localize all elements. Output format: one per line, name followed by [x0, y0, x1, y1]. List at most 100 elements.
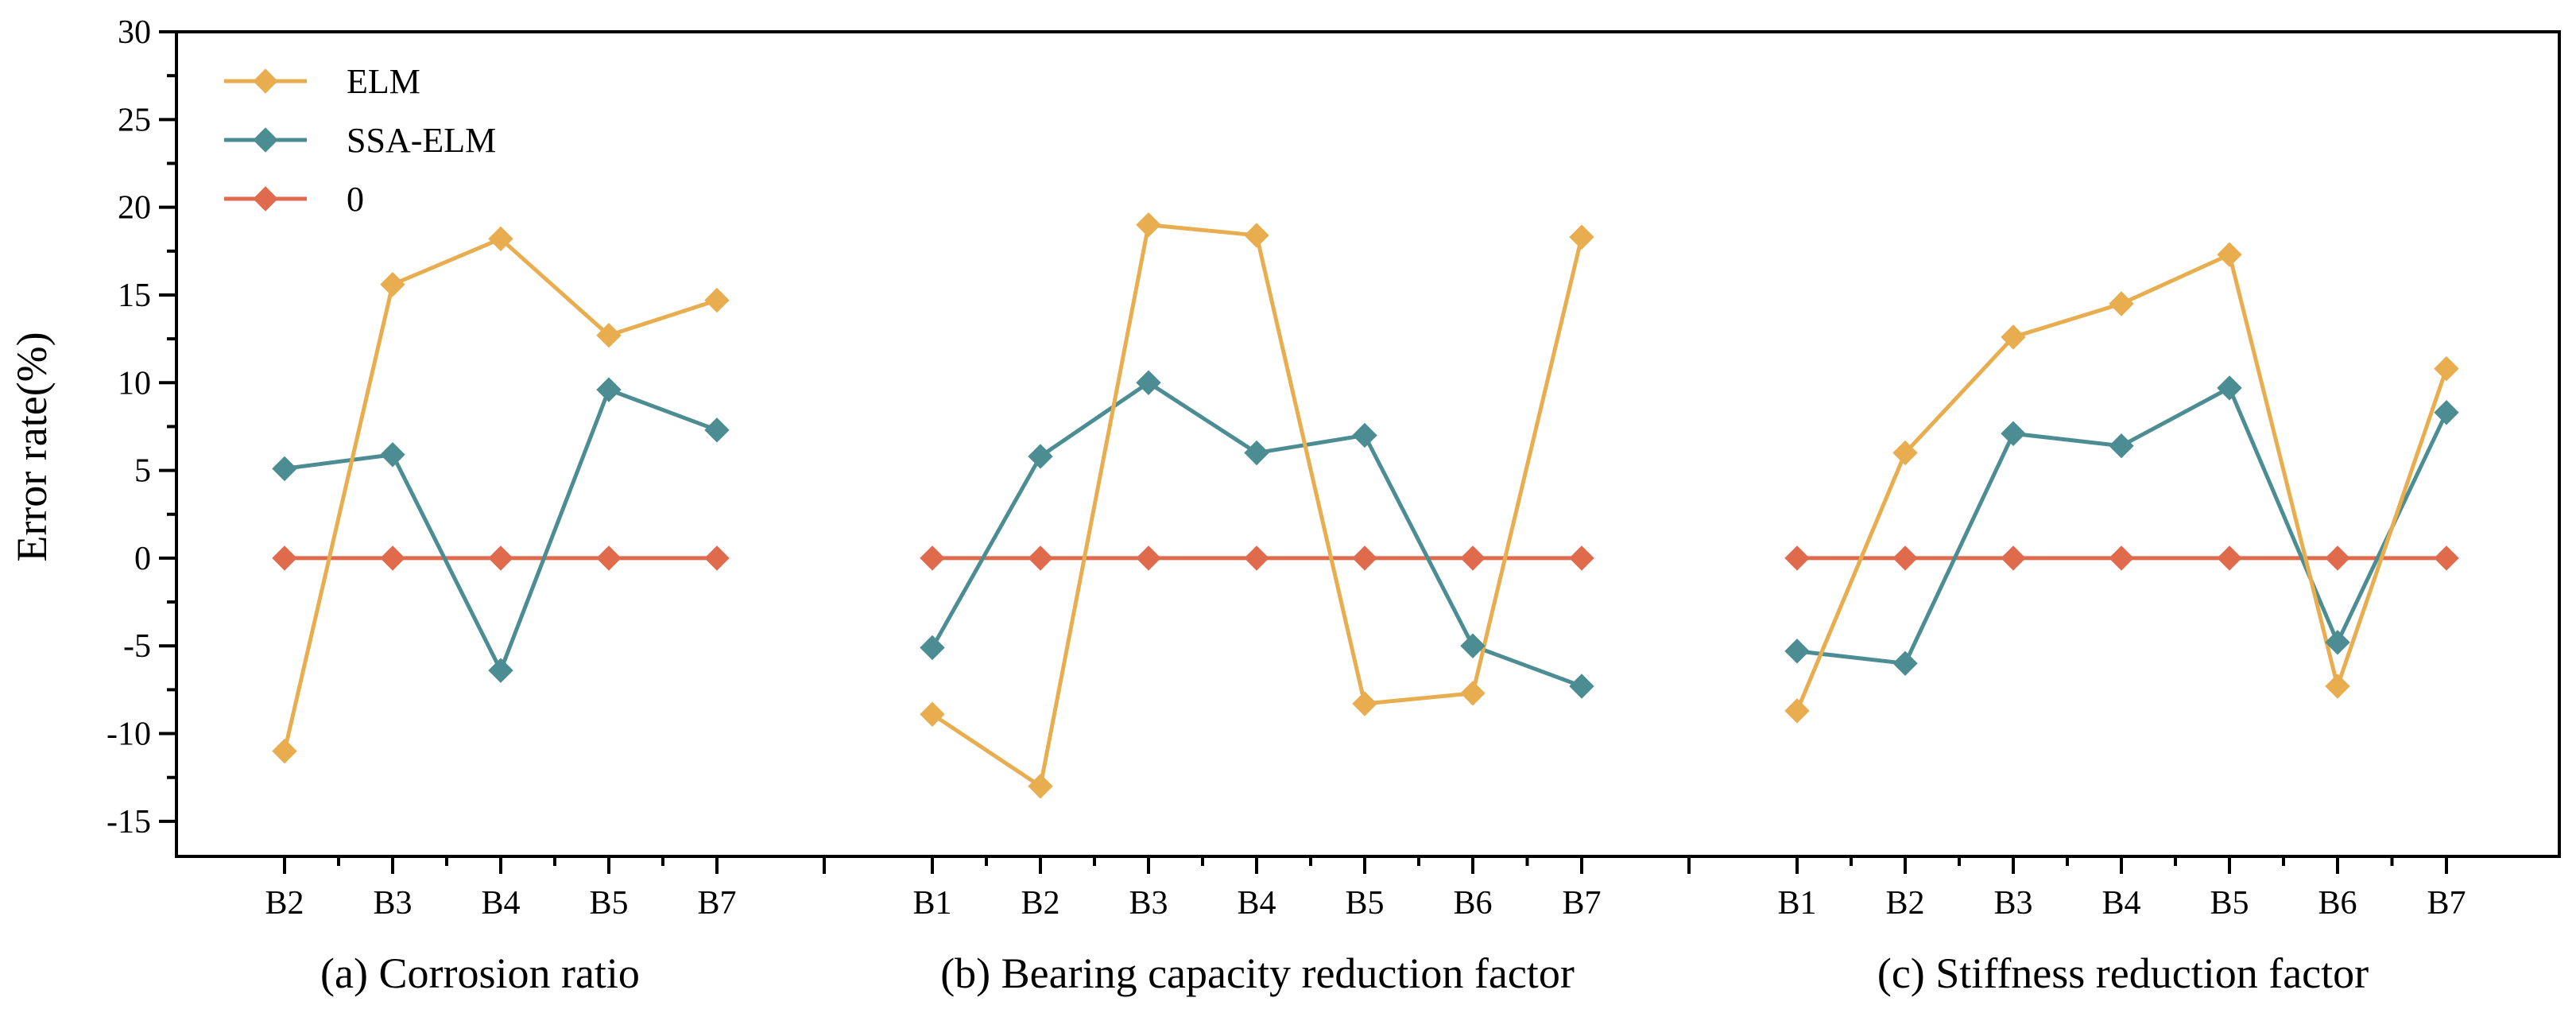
point-ssa-elm-b2 — [1028, 444, 1053, 469]
x-tick-label: B5 — [1345, 885, 1384, 922]
x-tick-label: B7 — [697, 885, 736, 922]
point-zero-b6 — [1460, 545, 1486, 571]
point-elm-b1 — [1784, 698, 1810, 724]
point-zero-b2 — [272, 545, 297, 571]
x-tick-label: B7 — [1562, 885, 1601, 922]
point-elm-b4 — [1244, 223, 1269, 248]
point-ssa-elm-b5 — [2217, 375, 2242, 401]
point-zero-b4 — [1244, 545, 1269, 571]
x-tick-label: B2 — [1885, 885, 1924, 922]
legend-marker-ssa-elm — [253, 127, 278, 153]
point-elm-b4 — [2109, 291, 2134, 316]
y-tick-label: 25 — [118, 102, 151, 138]
y-tick-label: -15 — [107, 804, 151, 840]
point-zero-b5 — [2217, 545, 2242, 571]
point-ssa-elm-b3 — [2001, 421, 2026, 446]
point-ssa-elm-b2 — [272, 456, 297, 482]
x-tick-label: B6 — [2318, 885, 2357, 922]
x-tick-label: B5 — [2210, 885, 2249, 922]
point-ssa-elm-b7 — [704, 417, 730, 443]
point-zero-b5 — [596, 545, 622, 571]
x-tick-label: B4 — [481, 885, 520, 922]
point-elm-b5 — [596, 322, 622, 348]
point-ssa-elm-b3 — [380, 442, 405, 468]
point-zero-b3 — [2001, 545, 2026, 571]
x-tick-label: B3 — [373, 885, 412, 922]
point-elm-b2 — [1028, 774, 1053, 799]
point-zero-b2 — [1028, 545, 1053, 571]
group-label-b: (b) Bearing capacity reduction factor — [940, 949, 1575, 997]
y-tick-label: 0 — [134, 541, 151, 577]
point-ssa-elm-b7 — [2434, 400, 2459, 425]
x-tick-label: B6 — [1453, 885, 1492, 922]
legend-marker-zero — [253, 186, 278, 212]
point-zero-b5 — [1352, 545, 1377, 571]
point-zero-b6 — [2325, 545, 2350, 571]
point-ssa-elm-b2 — [1892, 650, 1918, 677]
point-zero-b1 — [1784, 545, 1810, 571]
legend-label-ssa-elm: SSA-ELM — [347, 121, 496, 160]
point-zero-b7 — [704, 545, 730, 571]
x-tick-label: B5 — [589, 885, 628, 922]
point-zero-b4 — [2109, 545, 2134, 571]
point-zero-b3 — [1136, 545, 1161, 571]
point-elm-b6 — [2325, 674, 2350, 699]
point-zero-b4 — [488, 545, 513, 571]
legend: ELM SSA-ELM 0 — [224, 62, 496, 219]
x-tick-label: B3 — [1993, 885, 2032, 922]
point-elm-b6 — [1460, 681, 1486, 706]
series-line-ssa-elm-group-a — [284, 387, 718, 673]
y-tick-label: 20 — [118, 190, 151, 227]
plot-markers — [272, 212, 2459, 799]
point-zero-b2 — [1892, 545, 1918, 571]
point-ssa-elm-b4 — [488, 658, 513, 683]
y-tick-label: 15 — [118, 278, 151, 314]
point-ssa-elm-b6 — [2325, 630, 2350, 655]
y-tick-label: -5 — [123, 628, 151, 665]
point-elm-b3 — [1136, 212, 1161, 238]
axes: -15 -10 -5 0 5 10 15 20 25 30 B2 B3 B4 B5 B7 (a) Corros… — [107, 14, 2561, 997]
group-label-c: (c) Stiffness reduction factor — [1877, 949, 2369, 997]
y-tick-label: 10 — [118, 365, 151, 402]
point-elm-b7 — [1569, 224, 1594, 250]
y-tick-label: 30 — [118, 14, 151, 51]
plot-frame — [175, 30, 2561, 858]
point-elm-b5 — [2217, 242, 2242, 267]
point-elm-b3 — [2001, 324, 2026, 350]
point-ssa-elm-b1 — [1784, 639, 1810, 664]
legend-marker-elm — [253, 68, 278, 94]
x-tick-label: B3 — [1129, 885, 1168, 922]
point-zero-b7 — [2434, 545, 2459, 571]
x-tick-label: B1 — [1777, 885, 1816, 922]
point-zero-b1 — [920, 545, 945, 571]
point-elm-b5 — [1352, 691, 1377, 716]
series-line-elm-group-b — [931, 223, 1584, 789]
point-ssa-elm-b7 — [1569, 674, 1594, 699]
point-zero-b3 — [380, 545, 405, 571]
point-elm-b4 — [488, 226, 513, 252]
y-axis-title: Error rate(%) — [8, 332, 56, 561]
point-ssa-elm-b3 — [1136, 370, 1161, 395]
point-ssa-elm-b5 — [1352, 422, 1377, 448]
point-elm-b1 — [920, 701, 945, 727]
series-line-ssa-elm-group-c — [1796, 386, 2449, 666]
x-tick-label: B2 — [1021, 885, 1059, 922]
point-zero-b7 — [1569, 545, 1594, 571]
point-elm-b2 — [1892, 440, 1918, 466]
x-tick-label: B4 — [2101, 885, 2140, 922]
point-ssa-elm-b5 — [596, 377, 622, 402]
group-label-a: (a) Corrosion ratio — [320, 949, 640, 997]
point-ssa-elm-b4 — [2109, 433, 2134, 459]
point-elm-b3 — [380, 272, 405, 297]
point-elm-b7 — [2434, 355, 2459, 382]
y-tick-label: 5 — [134, 453, 151, 490]
x-tick-label: B7 — [2427, 885, 2466, 922]
x-tick-label: B2 — [265, 885, 304, 922]
y-tick-label: -10 — [107, 716, 151, 753]
x-tick-label: B4 — [1237, 885, 1276, 922]
point-elm-b2 — [272, 738, 297, 764]
legend-label-zero: 0 — [347, 180, 364, 219]
legend-label-elm: ELM — [347, 62, 420, 101]
point-elm-b7 — [704, 287, 730, 313]
